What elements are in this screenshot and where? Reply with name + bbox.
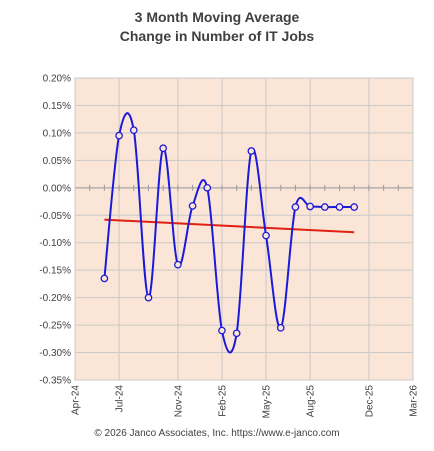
y-tick-label: -0.05%: [39, 211, 71, 222]
data-point: [174, 260, 182, 269]
data-point: [335, 203, 344, 211]
x-tick-label: May-25: [262, 385, 273, 419]
trendline: [104, 218, 355, 234]
chart-title: 3 Month Moving Average: [134, 9, 300, 25]
data-point: [203, 183, 212, 192]
x-tick-label: Feb-25: [217, 385, 228, 417]
data-point: [100, 274, 109, 283]
data-point: [276, 323, 285, 332]
y-tick-label: 0.15%: [43, 101, 71, 112]
copyright-footer: © 2026 Janco Associates, Inc. https://ww…: [94, 428, 340, 439]
y-tick-label: 0.20%: [43, 74, 71, 85]
plot-border: [74, 77, 414, 381]
data-point: [291, 203, 300, 211]
data-point: [129, 126, 138, 135]
data-point: [232, 329, 241, 338]
data-point: [159, 144, 168, 153]
x-tick-label: Nov-24: [173, 385, 184, 418]
x-tick-label: Mar-26: [409, 385, 420, 417]
data-point: [262, 231, 270, 240]
y-tick-label: -0.30%: [39, 348, 71, 359]
y-tick-label: -0.25%: [39, 321, 71, 332]
x-tick-label: Dec-25: [364, 385, 375, 418]
data-point: [320, 203, 329, 211]
data-point: [350, 203, 359, 211]
x-tick-label: Jul-24: [115, 385, 126, 413]
data-point: [188, 202, 197, 210]
data-point: [144, 293, 153, 302]
y-tick-label: -0.10%: [39, 238, 71, 249]
data-point: [247, 147, 256, 155]
x-tick-label: Apr-24: [71, 385, 82, 415]
data-point: [218, 326, 226, 335]
y-tick-label: 0.00%: [43, 183, 71, 194]
y-tick-label: 0.10%: [43, 128, 71, 139]
y-tick-label: 0.05%: [43, 156, 71, 167]
y-tick-label: -0.15%: [39, 266, 71, 277]
chart-subtitle: Change in Number of IT Jobs: [119, 28, 315, 44]
series-line: [103, 112, 355, 354]
data-point: [115, 131, 123, 140]
x-tick-label: Aug-25: [306, 385, 317, 418]
y-tick-label: -0.35%: [39, 376, 71, 387]
data-point: [306, 202, 314, 211]
y-tick-label: -0.20%: [39, 293, 71, 304]
